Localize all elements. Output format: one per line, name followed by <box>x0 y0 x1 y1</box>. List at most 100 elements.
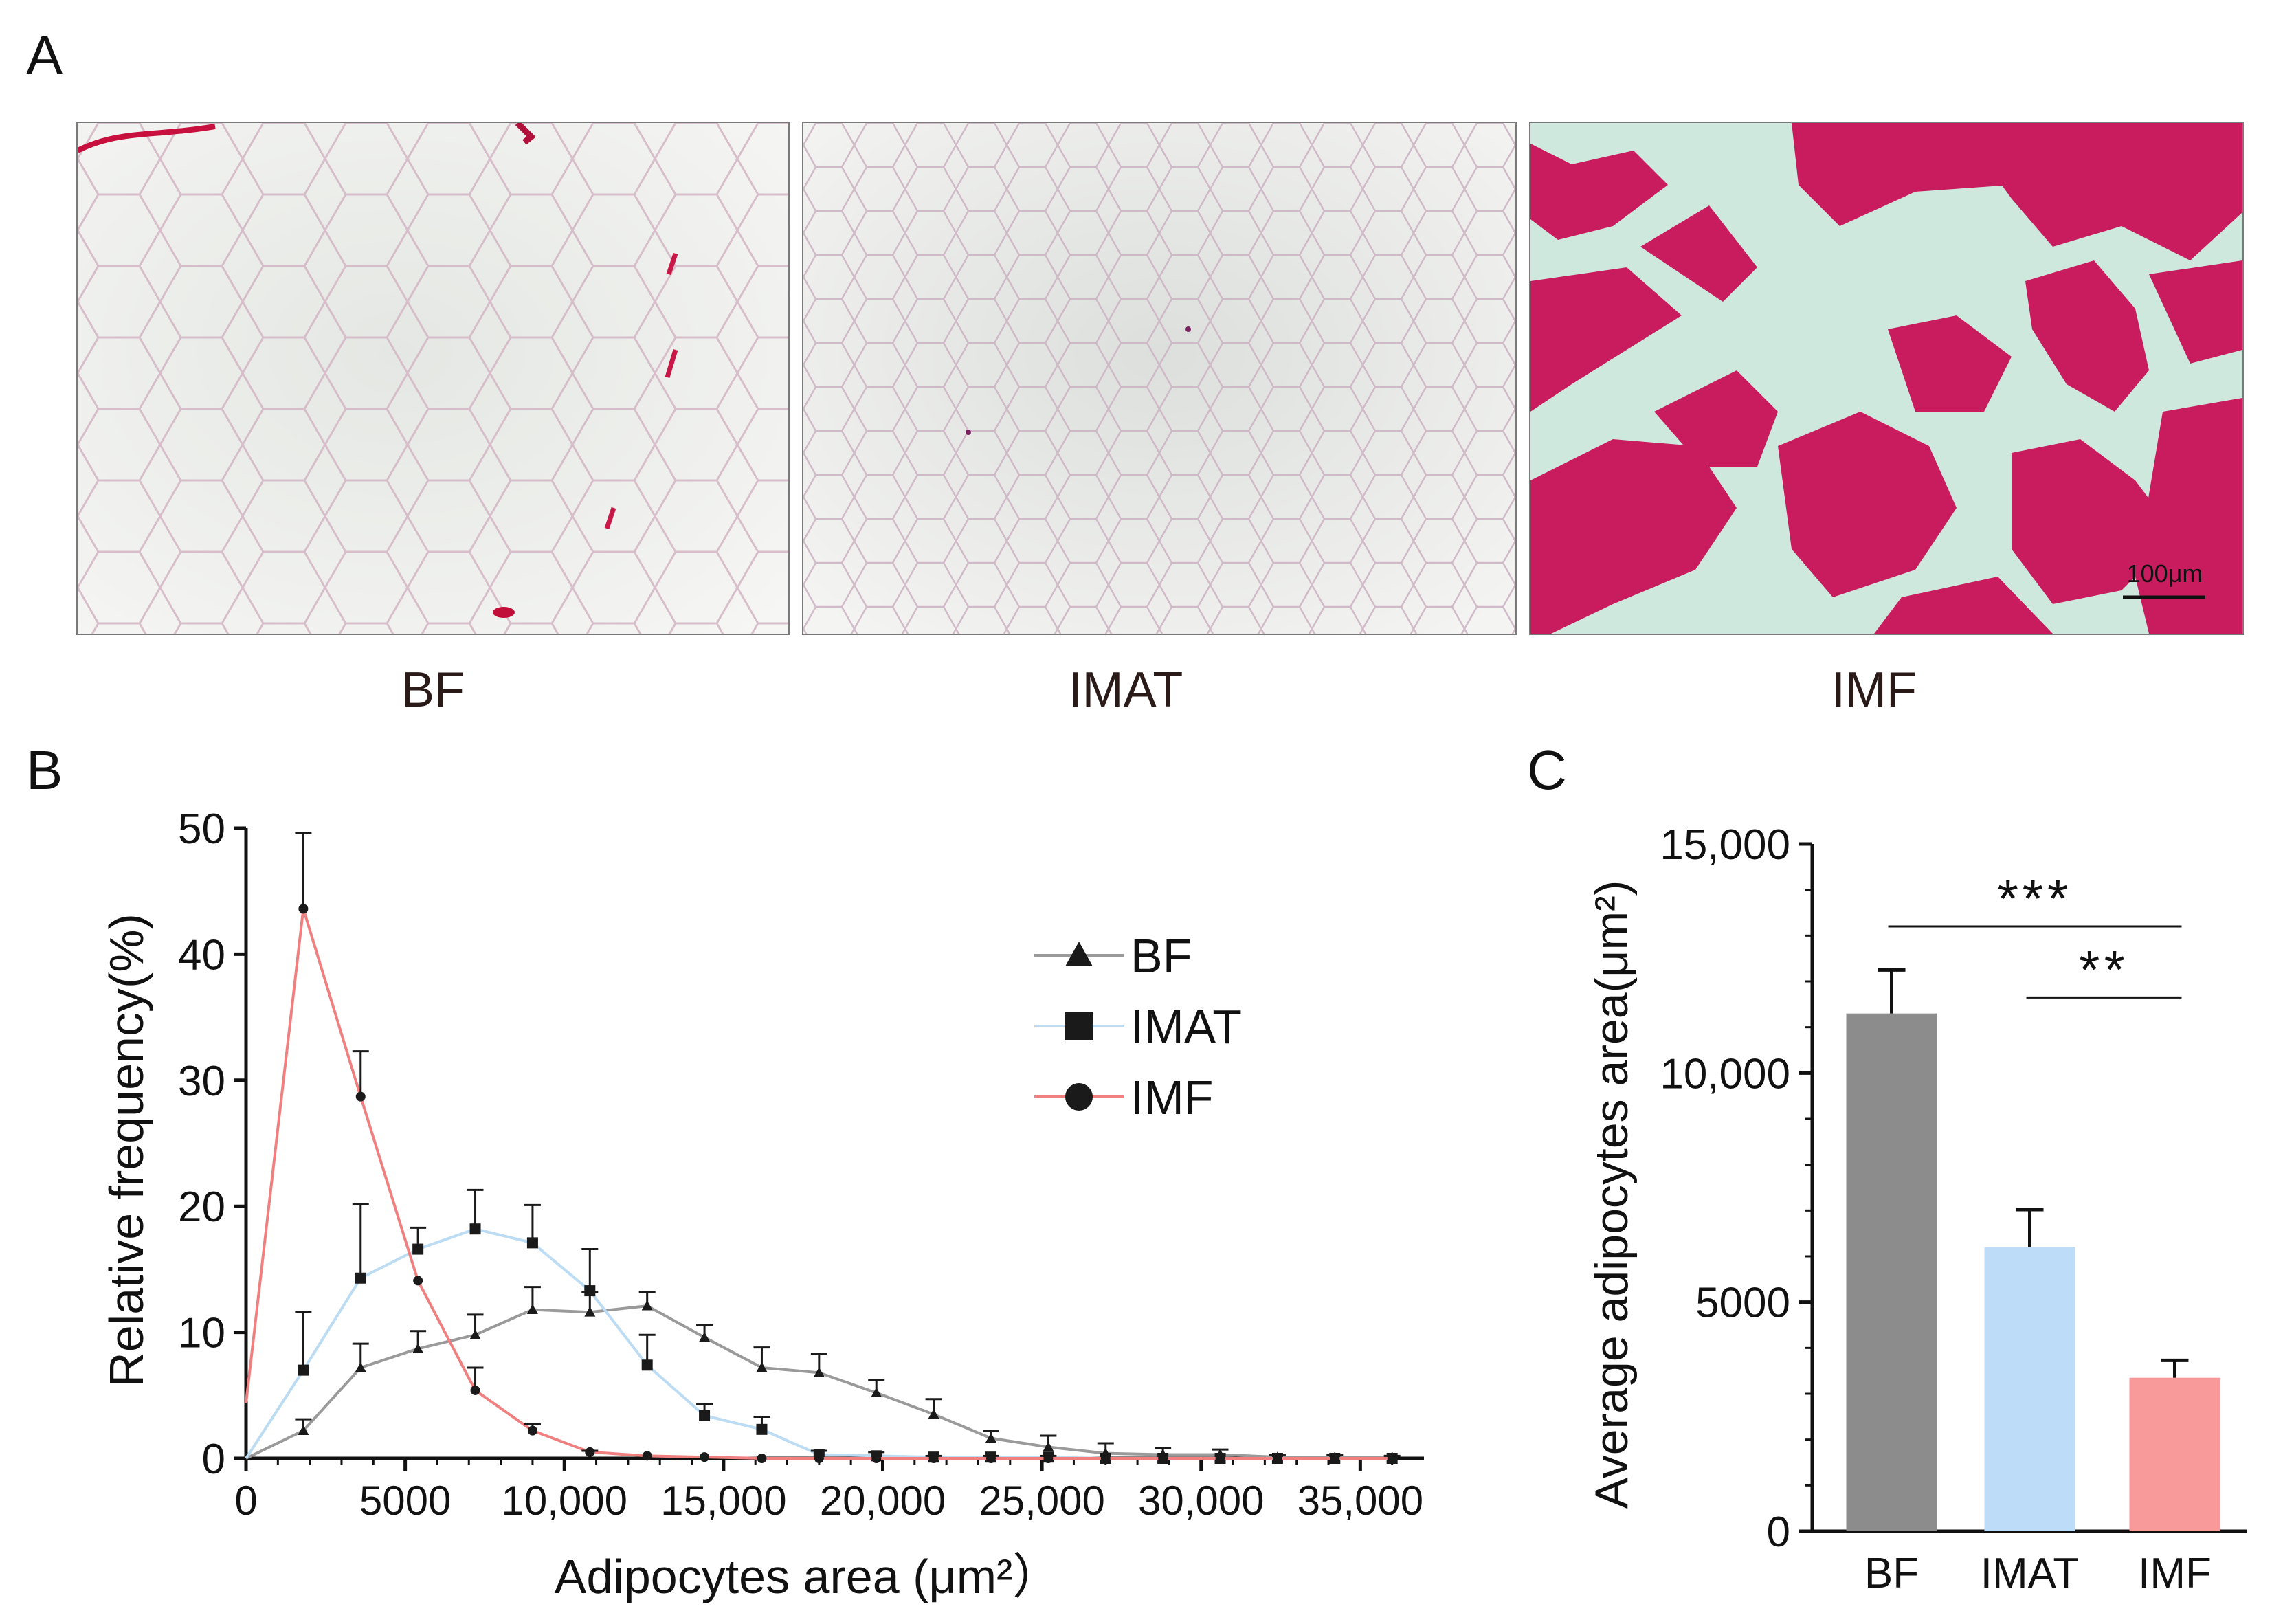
panel-label-b: B <box>26 739 63 801</box>
data-point-imf <box>700 1452 710 1462</box>
x-tick-label: 30,000 <box>1138 1478 1265 1524</box>
y-tick-label: 20 <box>178 1183 225 1231</box>
y-tick-label: 10,000 <box>1660 1050 1790 1098</box>
data-point-imf <box>757 1454 767 1463</box>
y-tick-label: 40 <box>178 931 225 979</box>
label-bf: BF <box>401 663 465 718</box>
series-bf <box>245 1286 1401 1462</box>
data-point-bf <box>584 1306 596 1317</box>
bar-imf <box>2129 1377 2220 1531</box>
frequency-line-chart: 0 10 20 30 40 50 0 5000 10,000 15,000 20,000 25,000… <box>100 805 1424 1603</box>
label-imf: IMF <box>1831 663 1917 718</box>
data-point-bf <box>298 1425 309 1436</box>
y-tick-label: 30 <box>178 1058 225 1105</box>
legend-marker <box>1065 1012 1093 1040</box>
data-point-imf <box>1043 1454 1054 1463</box>
data-point-bf <box>871 1387 882 1398</box>
data-point-imat <box>355 1272 366 1284</box>
data-point-imat <box>526 1237 538 1249</box>
legend-marker <box>1065 1083 1093 1111</box>
legend-item-imat: IMAT <box>1034 1000 1242 1054</box>
x-tick-label: 5000 <box>359 1478 451 1524</box>
y-tick-label: 15,000 <box>1660 821 1790 869</box>
panel-label-a: A <box>26 25 63 86</box>
data-point-imf <box>1330 1454 1340 1463</box>
histology-panel-imf: 100μm <box>1529 122 2244 635</box>
x-tick-label: 35,000 <box>1298 1478 1424 1524</box>
data-point-imat <box>469 1223 481 1235</box>
imat-adipocyte-micrograph <box>803 123 1515 634</box>
x-tick-label: IMF <box>2138 1550 2212 1597</box>
legend-marker <box>1065 942 1093 966</box>
panel-label-c: C <box>1527 739 1567 801</box>
data-point-imf <box>871 1454 882 1463</box>
average-area-bar-chart: 0 5000 10,000 15,000 Average adipocytes area… <box>1585 821 2247 1597</box>
data-point-imf <box>1215 1454 1225 1463</box>
data-point-bf <box>699 1331 711 1342</box>
data-point-imat <box>298 1364 309 1376</box>
bar-bf <box>1846 1013 1937 1531</box>
label-imat: IMAT <box>1068 663 1183 718</box>
data-point-imat <box>641 1359 653 1371</box>
y-axis-label: Relative frequency(%) <box>100 913 153 1387</box>
x-tick-label: 0 <box>234 1478 257 1524</box>
data-point-bf <box>526 1304 538 1314</box>
bar-imat <box>1984 1247 2075 1531</box>
data-point-bf <box>641 1300 653 1311</box>
data-point-imf <box>585 1447 595 1457</box>
series-imat <box>245 1188 1398 1464</box>
legend-label: BF <box>1131 929 1192 983</box>
legend-item-imf: IMF <box>1034 1071 1214 1124</box>
series-line-bf <box>245 1304 1392 1460</box>
series-imf <box>245 832 1397 1463</box>
data-point-bf <box>469 1329 481 1339</box>
data-point-imf <box>1158 1454 1168 1463</box>
data-point-bf <box>355 1361 366 1372</box>
significance-label: *** <box>1997 868 2072 928</box>
data-point-imf <box>1272 1454 1282 1463</box>
data-point-imf <box>355 1091 366 1102</box>
data-point-imf <box>642 1451 652 1461</box>
y-tick-label: 5000 <box>1695 1280 1790 1327</box>
legend-label: IMAT <box>1131 1000 1242 1054</box>
data-point-bf <box>985 1432 996 1443</box>
data-point-bf <box>1043 1441 1054 1451</box>
x-tick-label: 10,000 <box>501 1478 627 1524</box>
bf-adipocyte-micrograph <box>78 123 788 634</box>
data-point-imat <box>699 1410 711 1421</box>
data-point-bf <box>412 1343 424 1353</box>
histology-panel-imat <box>802 122 1517 635</box>
data-point-bf <box>928 1408 939 1419</box>
imf-muscle-micrograph <box>1530 123 2242 634</box>
legend-item-bf: BF <box>1034 929 1192 983</box>
scale-bar-label: 100μm <box>2126 559 2203 588</box>
y-tick-label: 0 <box>202 1436 225 1483</box>
x-tick-label: 15,000 <box>660 1478 787 1524</box>
data-point-imf <box>1100 1454 1111 1463</box>
y-tick-label: 0 <box>1767 1509 1790 1556</box>
data-point-imf <box>928 1454 939 1463</box>
y-axis-label: Average adipocytes area(μm²) <box>1585 880 1638 1509</box>
y-tick-label: 50 <box>178 805 225 853</box>
x-tick-label: BF <box>1864 1550 1919 1597</box>
data-point-imf <box>298 904 309 914</box>
y-tick-label: 10 <box>178 1310 225 1357</box>
x-axis-label: Adipocytes area (μm²） <box>555 1550 1061 1603</box>
data-point-imf <box>527 1425 537 1436</box>
significance-label: ** <box>2079 939 2129 999</box>
x-tick-label: IMAT <box>1981 1550 2080 1597</box>
x-tick-label: 20,000 <box>820 1478 946 1524</box>
data-point-bf <box>756 1361 768 1372</box>
data-point-imat <box>756 1423 768 1435</box>
data-point-imf <box>985 1454 996 1463</box>
data-point-bf <box>813 1367 825 1377</box>
data-point-imf <box>814 1454 824 1463</box>
data-point-imat <box>584 1285 596 1297</box>
data-point-imf <box>470 1385 480 1395</box>
histology-panel-bf <box>76 122 790 635</box>
x-tick-label: 25,000 <box>979 1478 1105 1524</box>
data-point-imf <box>1387 1454 1397 1463</box>
legend-label: IMF <box>1131 1071 1214 1124</box>
data-point-imat <box>412 1243 424 1255</box>
